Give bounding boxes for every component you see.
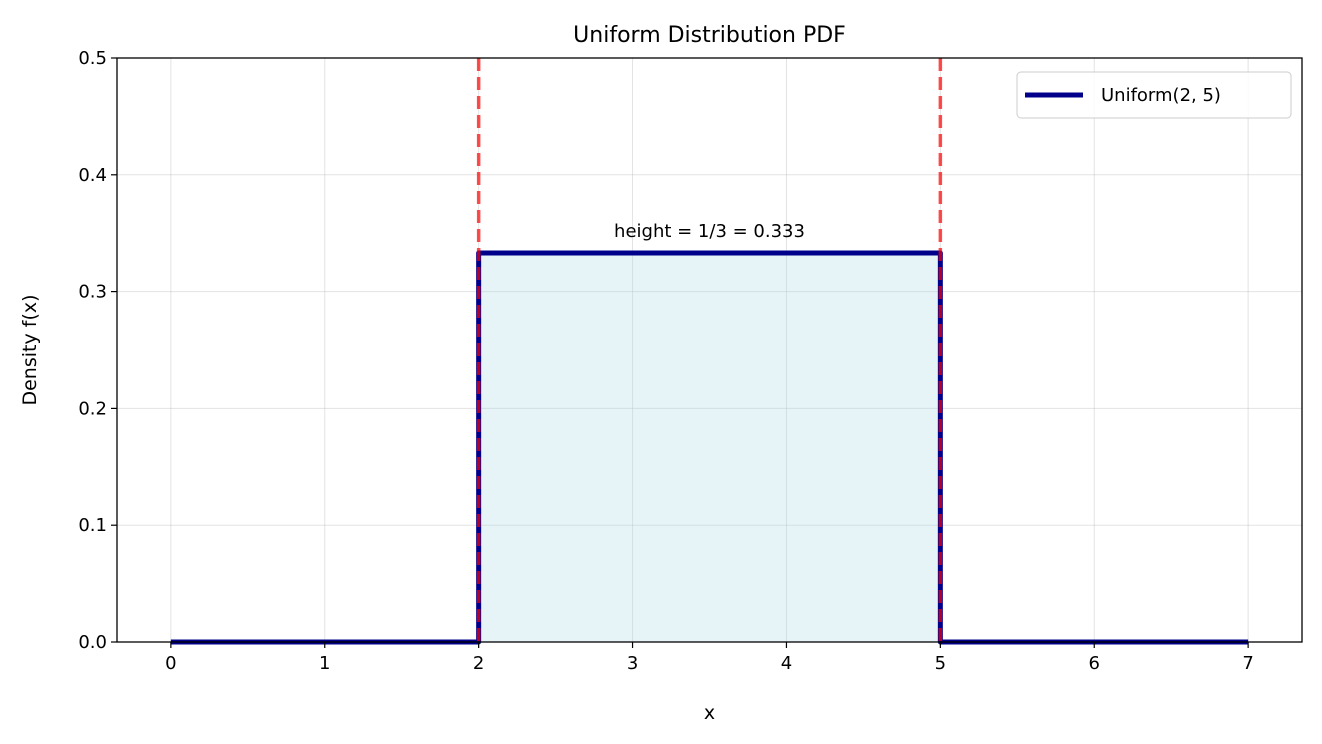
legend: Uniform(2, 5) bbox=[1016, 71, 1292, 119]
x-tick-label-7: 7 bbox=[1242, 653, 1253, 674]
x-tick-label-2: 2 bbox=[473, 653, 484, 674]
y-axis-ticks: 0.0 0.1 0.2 0.3 0.4 0.5 bbox=[78, 48, 117, 653]
x-tick-label-0: 0 bbox=[165, 653, 176, 674]
y-tick-label-0: 0.0 bbox=[78, 632, 107, 653]
x-axis-ticks: 0 1 2 3 4 5 6 7 bbox=[165, 642, 1254, 674]
x-tick-label-4: 4 bbox=[781, 653, 792, 674]
x-tick-label-6: 6 bbox=[1089, 653, 1100, 674]
x-axis-label: x bbox=[704, 702, 715, 724]
y-tick-label-1: 0.1 bbox=[78, 515, 107, 536]
pdf-area-fill bbox=[478, 253, 941, 642]
vline-layer bbox=[476, 58, 943, 642]
y-tick-label-5: 0.5 bbox=[78, 48, 107, 69]
y-tick-label-3: 0.3 bbox=[78, 282, 107, 303]
fill-layer bbox=[478, 253, 941, 642]
height-annotation: height = 1/3 = 0.333 bbox=[614, 221, 805, 242]
legend-entry-label: Uniform(2, 5) bbox=[1101, 85, 1221, 106]
y-axis-label: Density f(x) bbox=[19, 294, 41, 405]
x-tick-label-1: 1 bbox=[319, 653, 330, 674]
y-tick-label-4: 0.4 bbox=[78, 165, 107, 186]
chart-title: Uniform Distribution PDF bbox=[573, 23, 846, 48]
y-tick-label-2: 0.2 bbox=[78, 398, 107, 419]
x-tick-label-3: 3 bbox=[627, 653, 638, 674]
plot-frame bbox=[116, 57, 1303, 643]
legend-box bbox=[1016, 71, 1292, 119]
x-tick-label-5: 5 bbox=[935, 653, 946, 674]
